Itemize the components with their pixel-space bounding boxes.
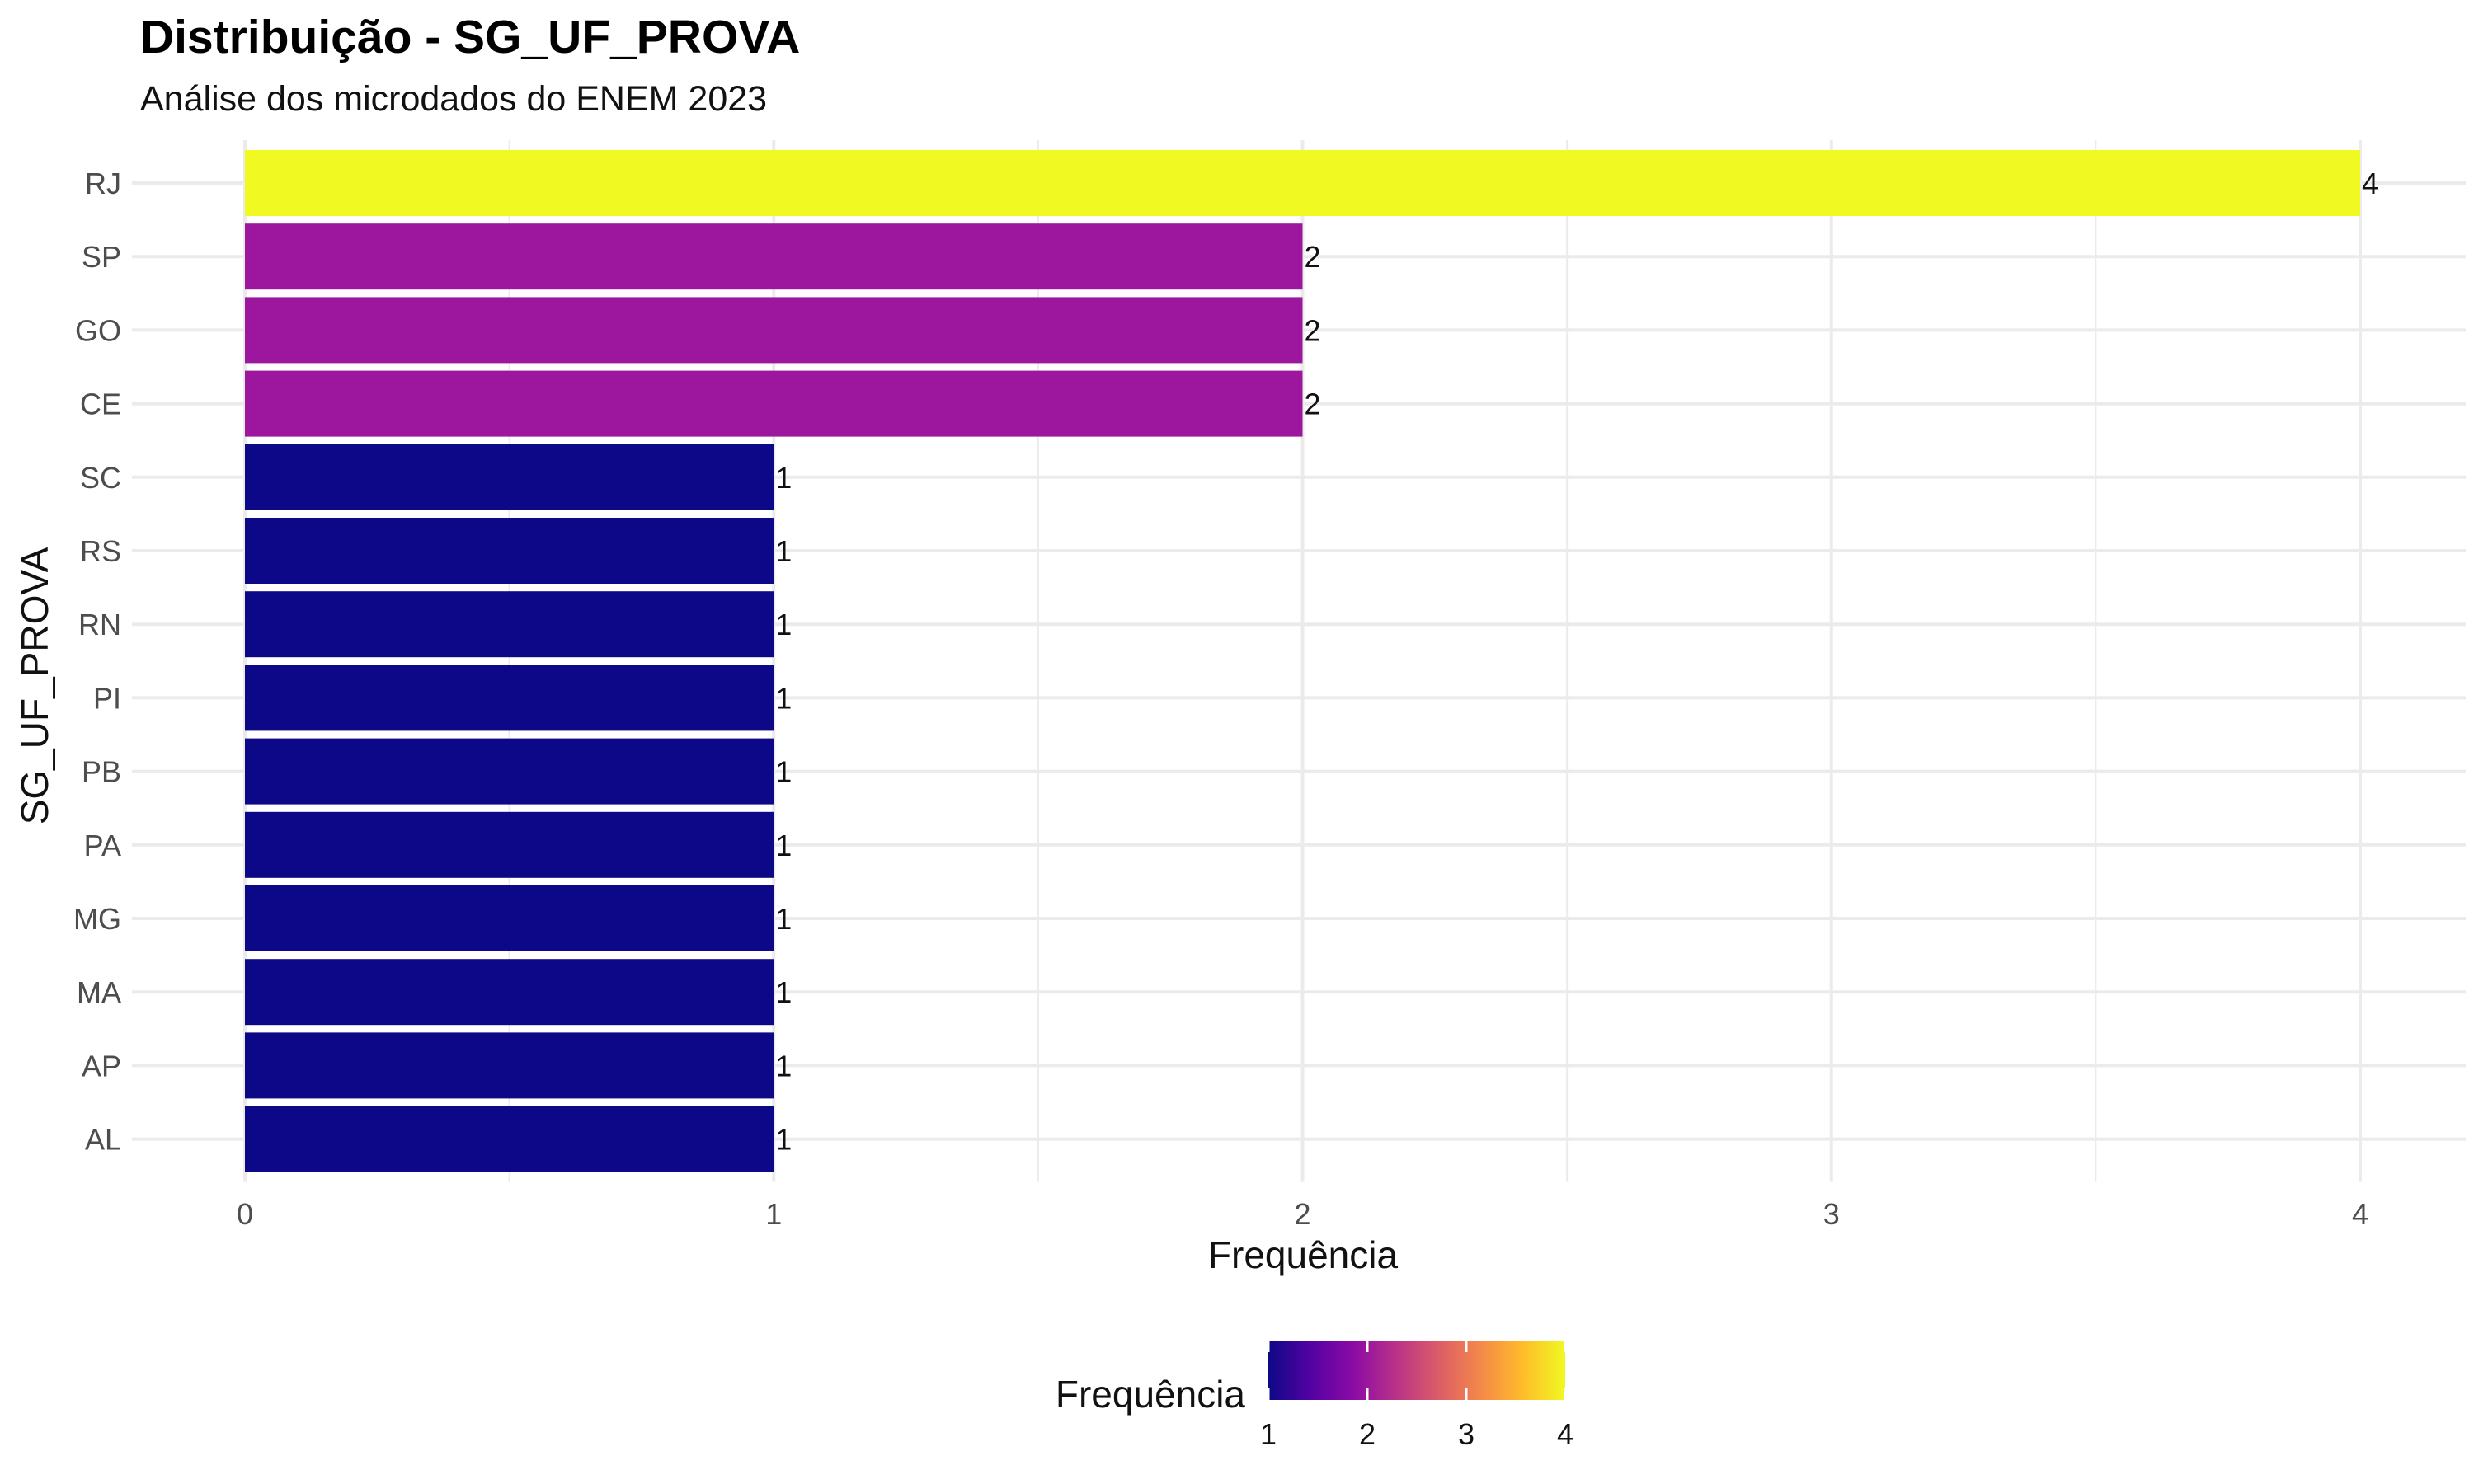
data-label-go: 2 [1305, 313, 1321, 347]
data-label-rs: 1 [775, 534, 792, 568]
legend-colorbar [1268, 1341, 1565, 1400]
y-tick-label: RJ [85, 167, 121, 200]
bar-go [245, 297, 1303, 364]
bar-sp [245, 223, 1303, 290]
y-tick-label: RS [80, 534, 121, 568]
y-tick-label: GO [75, 313, 121, 347]
y-tick-label: AL [85, 1123, 121, 1157]
bar-pb [245, 738, 774, 805]
y-tick-label: SC [80, 461, 121, 495]
data-label-rn: 1 [775, 608, 792, 641]
y-tick-label: CE [80, 387, 121, 421]
legend-tick-label: 4 [1557, 1417, 1573, 1451]
legend-tick-label: 1 [1260, 1417, 1277, 1451]
bar-pa [245, 811, 774, 878]
data-label-sp: 2 [1305, 240, 1321, 274]
data-label-rj: 4 [2362, 167, 2378, 200]
bar-rs [245, 518, 774, 584]
x-axis-ticks: 0 1 2 3 4 [237, 1197, 2368, 1231]
data-label-mg: 1 [775, 902, 792, 936]
x-tick-label: 0 [237, 1197, 253, 1231]
x-axis-label: Frequência [1208, 1233, 1399, 1276]
bar-pi [245, 665, 774, 731]
y-tick-label: SP [82, 240, 121, 274]
x-tick-label: 1 [765, 1197, 782, 1231]
chart-subtitle: Análise dos microdados do ENEM 2023 [140, 79, 767, 119]
grid [132, 140, 2466, 1182]
x-tick-label: 2 [1294, 1197, 1310, 1231]
data-labels: 4 2 2 2 1 1 1 1 1 1 1 1 1 1 [775, 167, 2378, 1157]
data-label-sc: 1 [775, 461, 792, 495]
legend-tick-label: 2 [1359, 1417, 1376, 1451]
bar-ce [245, 370, 1303, 437]
legend: Frequência 1 2 3 4 [1056, 1341, 1573, 1451]
bar-rj [245, 150, 2360, 216]
legend-title: Frequência [1056, 1373, 1246, 1416]
y-tick-label: MG [73, 902, 121, 936]
bar-sc [245, 444, 774, 510]
data-label-pi: 1 [775, 681, 792, 715]
bars [245, 150, 2360, 1172]
bar-ap [245, 1032, 774, 1099]
x-tick-label: 3 [1823, 1197, 1840, 1231]
legend-ticks: 1 2 3 4 [1260, 1341, 1573, 1451]
data-label-ap: 1 [775, 1049, 792, 1082]
data-label-ma: 1 [775, 975, 792, 1009]
bar-rn [245, 591, 774, 658]
chart-title: Distribuição - SG_UF_PROVA [140, 11, 800, 63]
y-axis-ticks: RJ SP GO CE SC RS RN PI PB PA MG MA AP AL [73, 167, 121, 1157]
bar-mg [245, 885, 774, 951]
x-tick-label: 4 [2352, 1197, 2368, 1231]
y-tick-label: PI [93, 681, 121, 715]
bar-al [245, 1106, 774, 1172]
y-tick-label: PA [84, 829, 121, 862]
y-tick-label: PB [82, 755, 121, 789]
y-tick-label: AP [82, 1049, 121, 1082]
y-tick-label: RN [78, 608, 121, 641]
data-label-al: 1 [775, 1123, 792, 1157]
y-tick-label: MA [77, 975, 121, 1009]
bar-ma [245, 959, 774, 1026]
data-label-pb: 1 [775, 755, 792, 789]
data-label-pa: 1 [775, 829, 792, 862]
y-axis-label: SG_UF_PROVA [13, 547, 56, 824]
data-label-ce: 2 [1305, 387, 1321, 421]
legend-tick-label: 3 [1458, 1417, 1475, 1451]
